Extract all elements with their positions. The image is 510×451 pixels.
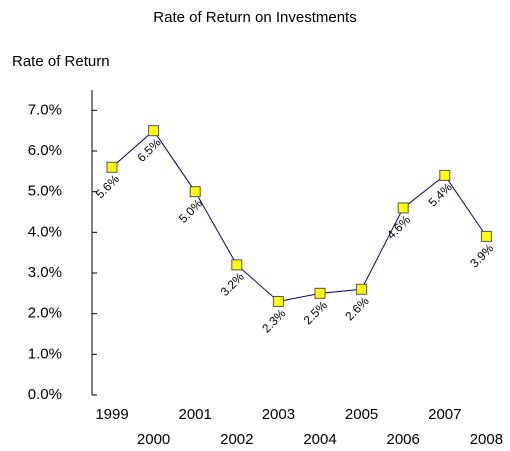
marker — [314, 287, 326, 299]
data-label: 3.9% — [467, 241, 496, 270]
marker — [356, 283, 368, 295]
y-tick-label: 7.0% — [28, 101, 62, 118]
marker — [231, 259, 243, 271]
marker — [439, 169, 451, 181]
x-tick-label: 1999 — [95, 406, 128, 423]
y-axis-title: Rate of Return — [12, 53, 110, 70]
x-tick-label: 2001 — [179, 406, 212, 423]
x-tick-label: 2004 — [303, 431, 336, 448]
x-tick-label: 2003 — [262, 406, 295, 423]
marker — [397, 202, 409, 214]
data-label: 2.6% — [342, 294, 371, 323]
y-tick-label: 6.0% — [28, 142, 62, 159]
marker — [106, 161, 118, 173]
marker — [480, 230, 492, 242]
line — [111, 129, 487, 303]
data-label: 4.6% — [384, 212, 413, 241]
data-label: 2.5% — [301, 298, 330, 327]
x-tick-label: 2006 — [387, 431, 420, 448]
chart-title: Rate of Return on Investments — [153, 9, 356, 26]
x-tick-label: 2007 — [428, 406, 461, 423]
y-tick-label: 2.0% — [28, 305, 62, 322]
y-tick-label: 1.0% — [28, 345, 62, 362]
y-tick-label: 3.0% — [28, 264, 62, 281]
x-tick-label: 2000 — [137, 431, 170, 448]
x-tick-label: 2008 — [470, 431, 503, 448]
y-tick-label: 5.0% — [28, 183, 62, 200]
y-tick-label: 4.0% — [28, 223, 62, 240]
marker — [189, 186, 201, 198]
data-label: 5.0% — [176, 196, 205, 225]
y-tick-label: 0.0% — [28, 386, 62, 403]
marker — [272, 295, 284, 307]
x-tick-label: 2002 — [220, 431, 253, 448]
data-label: 5.6% — [93, 172, 122, 201]
marker — [148, 125, 160, 137]
data-label: 3.2% — [218, 269, 247, 298]
x-tick-label: 2005 — [345, 406, 378, 423]
data-label: 2.3% — [259, 306, 288, 335]
